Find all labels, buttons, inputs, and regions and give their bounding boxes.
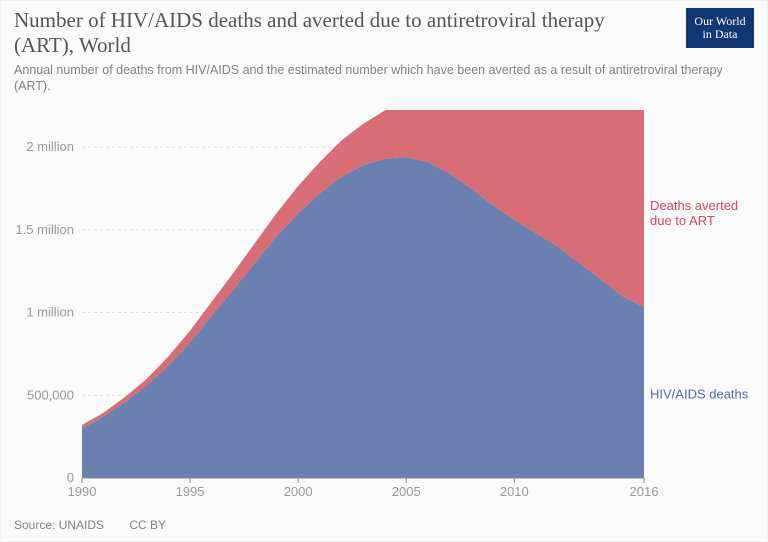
logo-text: Our Worldin Data [694,15,745,41]
svg-text:2010: 2010 [500,484,529,499]
license-label[interactable]: CC BY [129,518,166,532]
svg-text:1.5 million: 1.5 million [15,222,74,237]
series-label-averted: due to ART [650,213,715,228]
svg-text:1 million: 1 million [26,305,74,320]
svg-text:0: 0 [67,470,74,485]
source-label: Source: UNAIDS [14,518,104,532]
svg-text:2000: 2000 [284,484,313,499]
chart-svg: 0 500,000 1 million 1.5 million 2 million 199… [14,110,754,500]
svg-text:2016: 2016 [630,484,659,499]
footer: Source: UNAIDS CC BY [14,518,754,532]
chart-area: 0 500,000 1 million 1.5 million 2 million 199… [14,110,754,500]
svg-text:2005: 2005 [392,484,421,499]
svg-text:500,000: 500,000 [27,387,74,402]
chart-title: Number of HIV/AIDS deaths and averted du… [14,8,634,58]
chart-subtitle: Annual number of deaths from HIV/AIDS an… [14,62,734,95]
header: Number of HIV/AIDS deaths and averted du… [14,8,754,94]
svg-text:1990: 1990 [68,484,97,499]
svg-text:1995: 1995 [176,484,205,499]
owid-logo[interactable]: Our Worldin Data [686,8,754,48]
svg-text:2 million: 2 million [26,139,74,154]
series-label-deaths: HIV/AIDS deaths [650,387,749,402]
series-label-averted: Deaths averted [650,198,738,213]
